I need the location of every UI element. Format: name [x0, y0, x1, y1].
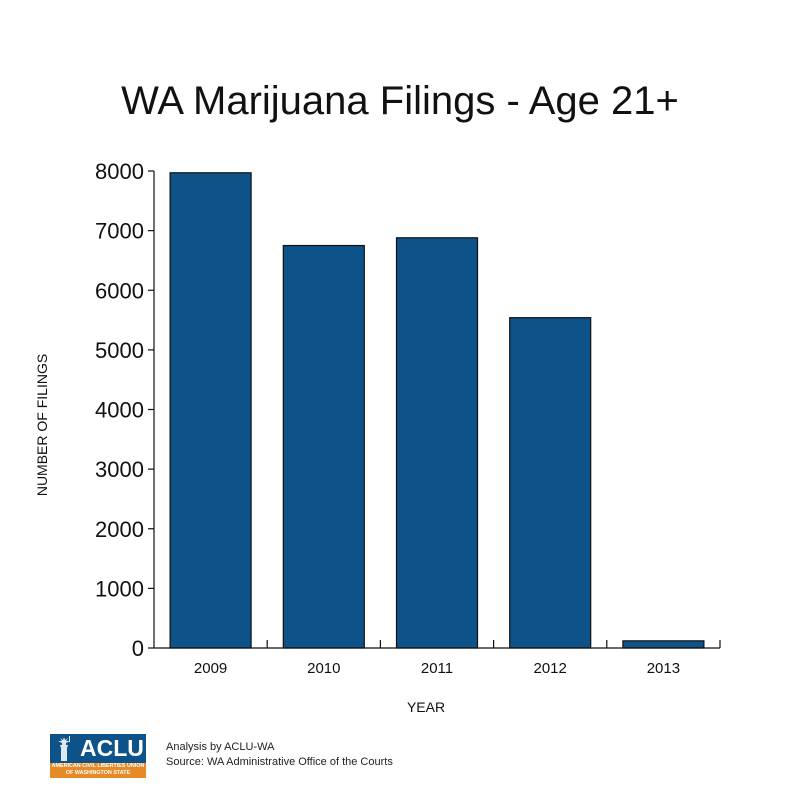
logo-blue-panel: ACLU	[50, 734, 146, 763]
bar-2010	[282, 244, 365, 649]
logo-org-line2: of Washington State	[65, 770, 131, 776]
bar-chart: WA Marijuana Filings - Age 21+ 0 1000 2000…	[34, 79, 721, 715]
y-axis-label: NUMBER OF FILINGS	[34, 354, 50, 496]
y-tick-label: 6000	[95, 278, 144, 303]
chart-title: WA Marijuana Filings - Age 21+	[121, 79, 679, 123]
logo-wordmark: ACLU	[80, 735, 144, 761]
analysis-credit: Analysis by ACLU-WA	[166, 741, 275, 753]
y-tick-label: 4000	[95, 398, 144, 423]
bar-2012	[509, 317, 592, 649]
statue-of-liberty-icon	[58, 736, 70, 761]
y-tick-label: 2000	[95, 517, 144, 542]
y-tick-label: 3000	[95, 457, 144, 482]
y-tick-label: 8000	[95, 159, 144, 184]
y-tick-label: 7000	[95, 219, 144, 244]
credits: Analysis by ACLU-WA Source: WA Administr…	[166, 740, 393, 770]
source-credit: Source: WA Administrative Office of the …	[166, 756, 393, 768]
bars	[169, 172, 705, 649]
x-axis-ticks: 2009 2010 2011 2012 2013	[194, 640, 721, 677]
bar-2013	[622, 640, 705, 649]
logo-orange-panel: American Civil Liberties Union of Washin…	[50, 763, 146, 778]
x-tick-label-2013: 2013	[647, 660, 680, 677]
aclu-logo: ACLU American Civil Liberties Union of W…	[50, 734, 146, 778]
footer: ACLU American Civil Liberties Union of W…	[50, 734, 393, 780]
x-tick-label-2011: 2011	[421, 660, 453, 677]
y-tick-label: 0	[132, 636, 144, 661]
y-tick-label: 5000	[95, 338, 144, 363]
x-tick-label-2012: 2012	[534, 660, 567, 677]
x-tick-label-2009: 2009	[194, 660, 227, 677]
x-tick-label-2010: 2010	[307, 660, 340, 677]
y-axis-ticks: 0 1000 2000 3000 4000 5000 6000 7000 8000	[95, 159, 154, 661]
bar-2009	[169, 172, 252, 649]
logo-org-line1: American Civil Liberties Union	[51, 763, 145, 769]
x-axis-label: YEAR	[407, 699, 445, 715]
y-tick-label: 1000	[95, 576, 144, 601]
bar-2011	[395, 237, 479, 649]
